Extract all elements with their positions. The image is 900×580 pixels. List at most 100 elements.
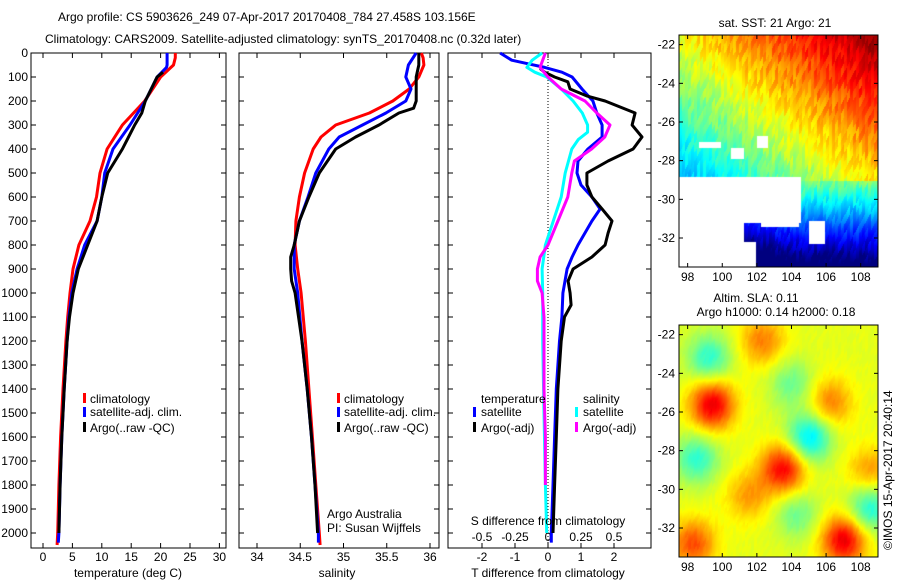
legend-swatch-t-argo: [473, 422, 476, 432]
legend-label-satellite: satellite-adj. clim.: [90, 405, 182, 419]
legend-label-t-satellite: satellite: [481, 405, 522, 419]
x2-tick-label: -0.25: [501, 530, 529, 544]
y-tick-label: 2000: [1, 526, 28, 540]
legend-swatch-s-argo: [575, 422, 578, 432]
x-tick-label: -1: [510, 550, 521, 564]
y-tick-label: 700: [8, 214, 28, 228]
map-x-tick-label: 104: [781, 560, 801, 574]
legend-swatch-satellite: [337, 407, 340, 417]
x-tick-label: 0: [545, 550, 552, 564]
x-tick-label: 15: [125, 550, 139, 564]
x-tick-label: 5: [69, 550, 76, 564]
x2label-s-difference: S difference from climatology: [471, 514, 626, 528]
annotation-argo-australia: Argo Australia: [327, 507, 402, 521]
map-x-tick-label: 102: [747, 560, 767, 574]
x-tick-label: -2: [477, 550, 488, 564]
sst-map-title: sat. SST: 21 Argo: 21: [719, 16, 832, 30]
legend-swatch-argo: [83, 422, 86, 432]
series-line-climatology: [55, 53, 177, 546]
plot-frame: [447, 52, 652, 549]
y-tick-label: 1700: [1, 454, 28, 468]
x-tick-label: 1: [578, 550, 585, 564]
plot-frame: [30, 52, 227, 549]
y-tick-label: 1600: [1, 430, 28, 444]
legend-label-s-satellite: satellite: [583, 405, 624, 419]
xlabel-temperature: temperature (deg C): [74, 566, 182, 580]
x-tick-label: 2: [611, 550, 618, 564]
y-tick-label: 900: [8, 262, 28, 276]
series-line-s-argo-adj-: [535, 52, 612, 485]
sla-map-title: Altim. SLA: 0.11: [713, 291, 798, 305]
x-tick-label: 34.5: [289, 550, 313, 564]
series-line-satellite-adj-clim-: [56, 53, 169, 543]
legend-swatch-t-satellite: [473, 407, 476, 417]
x-tick-label: 34: [250, 550, 264, 564]
series-line-argo-raw-qc-: [289, 53, 421, 534]
y-tick-label: 300: [8, 118, 28, 132]
map-frame: [678, 324, 879, 558]
x-tick-label: 36: [423, 550, 437, 564]
imos-timestamp: ©IMOS 15-Apr-2017 20:40:14: [881, 390, 895, 550]
map-y-tick-label: -32: [658, 231, 676, 245]
legend-title-salinity: salinity: [583, 392, 620, 406]
series-line-argo-raw-qc-: [57, 71, 164, 534]
map-x-tick-label: 106: [816, 270, 836, 284]
map-x-tick-label: 98: [681, 560, 695, 574]
map-frame: [678, 34, 879, 268]
legend-label-argo: Argo(..raw -QC): [344, 421, 429, 435]
xlabel-salinity: salinity: [319, 566, 356, 580]
xlabel-t-difference: T difference from climatology: [471, 566, 625, 580]
legend-label-satellite: satellite-adj. clim.: [344, 405, 436, 419]
x-tick-label: 0: [40, 550, 47, 564]
map-y-tick-label: -28: [658, 444, 676, 458]
map-y-tick-label: -22: [658, 38, 676, 52]
y-tick-label: 1000: [1, 286, 28, 300]
legend-label-t-argo: Argo(-adj): [481, 421, 534, 435]
plot-frame: [238, 52, 440, 549]
y-tick-label: 1500: [1, 406, 28, 420]
legend-swatch-argo: [337, 422, 340, 432]
map-y-tick-label: -30: [658, 482, 676, 496]
x-tick-label: 20: [154, 550, 168, 564]
series-line-t-satellite: [499, 51, 604, 543]
map-y-tick-label: -22: [658, 328, 676, 342]
legend-label-climatology: climatology: [344, 392, 404, 406]
map-y-tick-label: -32: [658, 521, 676, 535]
x2-tick-label: -0.5: [472, 530, 493, 544]
map-x-tick-label: 100: [712, 270, 732, 284]
map-x-tick-label: 98: [681, 270, 695, 284]
y-tick-label: 0: [21, 46, 28, 60]
y-tick-label: 1100: [2, 310, 28, 324]
x-tick-label: 10: [95, 550, 109, 564]
sla-map-subtitle: Argo h1000: 0.14 h2000: 0.18: [697, 305, 856, 319]
legend-swatch-satellite: [83, 407, 86, 417]
legend-title-temperature: temperature: [481, 392, 546, 406]
legend-swatch-climatology: [337, 393, 340, 403]
map-x-tick-label: 106: [816, 560, 836, 574]
map-x-tick-label: 102: [747, 270, 767, 284]
y-tick-label: 1400: [1, 382, 28, 396]
title-line-1: Argo profile: CS 5903626_249 07-Apr-2017…: [58, 10, 476, 24]
y-tick-label: 1200: [1, 334, 28, 348]
map-y-tick-label: -26: [658, 115, 676, 129]
map-y-tick-label: -26: [658, 405, 676, 419]
y-tick-label: 600: [8, 190, 28, 204]
title-line-2: Climatology: CARS2009. Satellite-adjuste…: [45, 32, 521, 46]
y-tick-label: 800: [8, 238, 28, 252]
x2-tick-label: 0.25: [569, 530, 593, 544]
x-tick-label: 30: [213, 550, 227, 564]
map-y-tick-label: -24: [658, 76, 676, 90]
y-tick-label: 100: [8, 70, 28, 84]
y-tick-label: 1300: [1, 358, 28, 372]
sla-map: [679, 325, 878, 557]
y-tick-label: 400: [8, 142, 28, 156]
y-tick-label: 200: [8, 94, 28, 108]
x-tick-label: 35.5: [375, 550, 399, 564]
y-tick-label: 1800: [1, 478, 28, 492]
map-x-tick-label: 108: [851, 270, 871, 284]
map-x-tick-label: 108: [851, 560, 871, 574]
x-tick-label: 25: [183, 550, 197, 564]
sst-map: [679, 35, 878, 267]
